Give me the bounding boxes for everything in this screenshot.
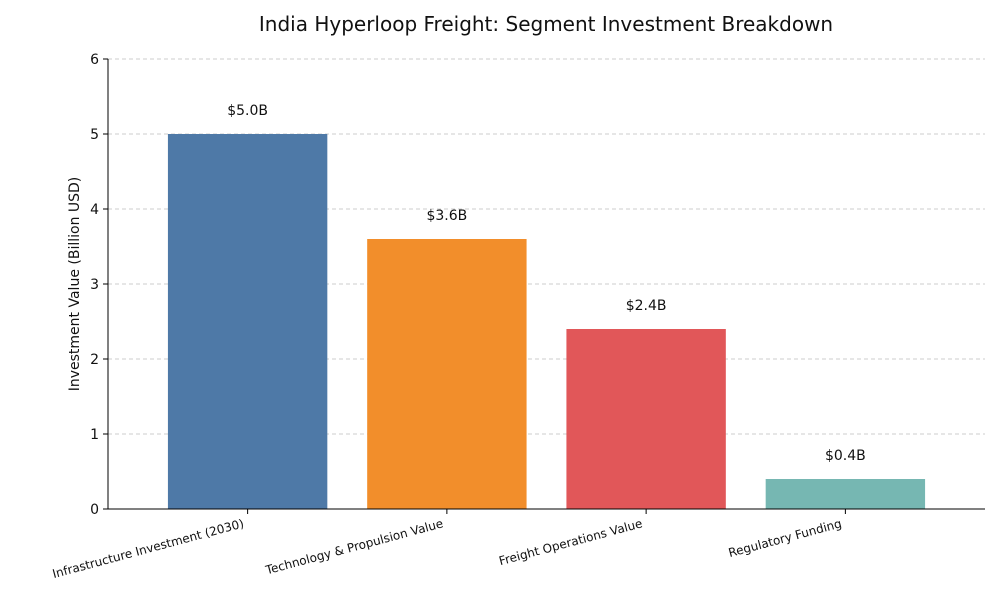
bar-data-label: $5.0B	[227, 103, 268, 119]
bar-data-label: $0.4B	[825, 448, 866, 464]
bar-data-label: $2.4B	[626, 298, 667, 314]
data-labels: $5.0B $3.6B $2.4B $0.4B	[227, 103, 866, 464]
y-tick-label: 0	[90, 502, 99, 518]
x-tick-label: Technology & Propulsion Value	[263, 516, 444, 577]
y-axis-ticks: 0 1 2 3 4 5 6	[90, 52, 108, 518]
bars	[167, 134, 926, 509]
bar	[367, 239, 527, 509]
x-tick-label: Regulatory Funding	[727, 516, 843, 560]
y-tick-label: 3	[90, 277, 99, 293]
bar	[566, 329, 726, 509]
x-tick-label: Infrastructure Investment (2030)	[51, 516, 246, 581]
bar	[167, 134, 328, 509]
y-tick-label: 4	[90, 202, 99, 218]
y-axis-label: Investment Value (Billion USD)	[67, 177, 83, 392]
x-tick-label: Freight Operations Value	[497, 516, 643, 568]
y-tick-label: 6	[90, 52, 99, 68]
chart-title: India Hyperloop Freight: Segment Investm…	[259, 12, 833, 36]
y-tick-label: 1	[90, 427, 99, 443]
y-tick-label: 2	[90, 352, 99, 368]
y-tick-label: 5	[90, 127, 99, 143]
x-axis-ticks: Infrastructure Investment (2030) Technolo…	[51, 509, 846, 581]
bar-data-label: $3.6B	[426, 208, 467, 224]
gridlines	[108, 58, 985, 435]
bar	[765, 479, 926, 509]
